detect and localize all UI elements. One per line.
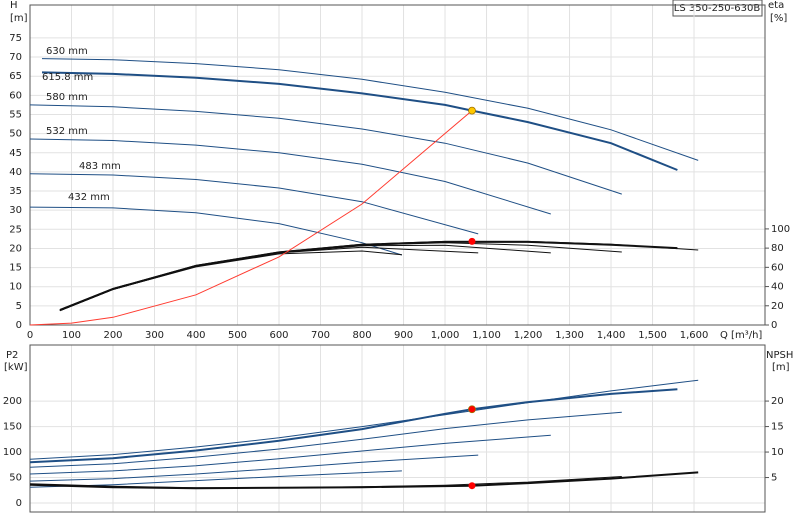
y-tick-label: 200 <box>3 396 22 407</box>
x-tick-label: 0 <box>27 330 33 341</box>
y-tick-label: 75 <box>9 33 22 44</box>
y2-tick-label: 100 <box>771 224 790 235</box>
curve-label: 580 mm <box>46 92 88 103</box>
y2-tick-label: 5 <box>771 473 777 484</box>
y2-tick-label: 15 <box>771 422 784 433</box>
y2-tick-label: 20 <box>771 396 784 407</box>
y2-unit: [%] <box>770 13 787 24</box>
curve-label: 630 mm <box>46 46 88 57</box>
y2-tick-label: 80 <box>771 243 784 254</box>
y-tick-label: 50 <box>9 129 22 140</box>
y2-label: eta <box>768 0 784 11</box>
y2-unit: [m] <box>772 362 790 373</box>
curve <box>29 476 622 489</box>
y-tick-label: 20 <box>9 243 22 254</box>
duty-point <box>468 237 476 245</box>
y-tick-label: 45 <box>9 148 22 159</box>
y-tick-label: 40 <box>9 167 22 178</box>
curve <box>59 244 551 312</box>
y-tick-label: 10 <box>9 282 22 293</box>
y-tick-label: 150 <box>3 422 22 433</box>
y-tick-label: 30 <box>9 205 22 216</box>
y-tick-label: 60 <box>9 90 22 101</box>
curve <box>29 454 479 482</box>
plot-frame <box>29 4 766 326</box>
x-tick-label: 800 <box>352 330 371 341</box>
duty-point <box>468 106 476 115</box>
pump-model: LS 350-250-630B <box>674 3 761 14</box>
duty-point <box>468 405 476 414</box>
x-label: Q [m³/h] <box>720 330 762 341</box>
y2-tick-label: 40 <box>771 282 784 293</box>
curve <box>59 250 402 312</box>
curve <box>29 379 699 460</box>
curve <box>29 173 479 235</box>
curve <box>59 246 479 312</box>
curve-label: 532 mm <box>46 126 88 137</box>
curve-label: 432 mm <box>68 192 110 203</box>
duty-point <box>468 482 476 490</box>
x-tick-label: 400 <box>186 330 205 341</box>
x-tick-label: 700 <box>311 330 330 341</box>
y2-label: NPSH <box>766 350 793 361</box>
y-tick-label: 100 <box>3 447 22 458</box>
curve <box>41 58 699 161</box>
plot-frame <box>29 344 766 513</box>
curve <box>29 411 622 468</box>
y-tick-label: 0 <box>16 320 22 331</box>
y-label: P2 <box>6 350 18 361</box>
y-tick-label: 5 <box>16 301 22 312</box>
x-tick-label: 1,300 <box>555 330 584 341</box>
curve <box>29 110 473 326</box>
curve <box>29 138 551 215</box>
curve <box>29 388 678 464</box>
y-tick-label: 50 <box>9 473 22 484</box>
curve <box>59 242 622 312</box>
y-tick-label: 70 <box>9 52 22 63</box>
x-tick-label: 900 <box>394 330 413 341</box>
x-tick-label: 1,000 <box>431 330 460 341</box>
y-tick-label: 35 <box>9 186 22 197</box>
curve <box>59 240 699 311</box>
y-unit: [kW] <box>4 362 28 373</box>
y-unit: [m] <box>10 13 28 24</box>
y-tick-label: 25 <box>9 224 22 235</box>
x-tick-label: 600 <box>269 330 288 341</box>
x-tick-label: 300 <box>145 330 164 341</box>
curve <box>41 71 678 171</box>
curve-label: 483 mm <box>79 161 121 172</box>
y-tick-label: 15 <box>9 263 22 274</box>
y-tick-label: 55 <box>9 109 22 120</box>
y-tick-label: 65 <box>9 71 22 82</box>
annotation-box <box>672 0 763 17</box>
curve <box>29 104 622 195</box>
curve <box>29 471 699 490</box>
x-tick-label: 500 <box>228 330 247 341</box>
curve <box>29 434 551 475</box>
x-tick-label: 1,100 <box>472 330 501 341</box>
x-tick-label: 1,600 <box>680 330 709 341</box>
y2-tick-label: 0 <box>771 320 777 331</box>
x-tick-label: 1,200 <box>514 330 543 341</box>
y2-tick-label: 60 <box>771 262 784 273</box>
y-label: H <box>10 0 18 11</box>
x-tick-label: 1,400 <box>597 330 626 341</box>
x-tick-label: 1,500 <box>638 330 667 341</box>
y-tick-label: 0 <box>16 498 22 509</box>
x-tick-label: 200 <box>103 330 122 341</box>
y2-tick-label: 10 <box>771 447 784 458</box>
curve-label: 615.8 mm <box>42 72 93 83</box>
y2-tick-label: 20 <box>771 301 784 312</box>
x-tick-label: 100 <box>62 330 81 341</box>
